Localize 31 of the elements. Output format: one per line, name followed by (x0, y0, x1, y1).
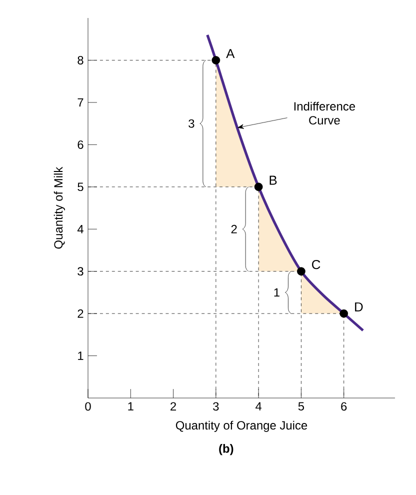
x-tick-label: 3 (213, 402, 219, 411)
x-axis-title: Quantity of Orange Juice (176, 420, 308, 432)
annotation: B (270, 176, 277, 185)
y-tick-label: 8 (78, 56, 84, 64)
annotation: A (226, 49, 235, 58)
y-tick-label: 4 (77, 225, 84, 234)
x-tick-label: 0 (85, 402, 91, 411)
y-tick-label: 3 (78, 267, 84, 276)
annotation: 2 (231, 224, 237, 234)
y-axis-title: Quantity of Milk (54, 166, 66, 249)
line-series (206, 34, 364, 332)
annotation: 3 (188, 119, 194, 128)
y-tick-label: 1 (78, 352, 84, 360)
x-tick-label: 2 (170, 402, 176, 411)
annotation: C (312, 260, 320, 270)
y-tick-label: 7 (78, 98, 84, 107)
annotation: 1 (274, 288, 280, 297)
x-tick-label: 5 (298, 402, 304, 411)
x-tick-label: 6 (341, 402, 347, 411)
text: Indifference Curve (294, 102, 356, 125)
x-tick-label: 1 (128, 402, 134, 410)
x-tick-label: 4 (256, 402, 262, 410)
annotation: D (355, 302, 363, 312)
point (297, 267, 306, 276)
y-tick-label: 6 (78, 140, 84, 149)
point (254, 182, 263, 192)
y-tick-label: 5 (78, 182, 84, 192)
text: (b) (219, 444, 234, 456)
point (212, 56, 220, 64)
point (340, 309, 348, 318)
y-tick-label: 2 (78, 309, 84, 318)
